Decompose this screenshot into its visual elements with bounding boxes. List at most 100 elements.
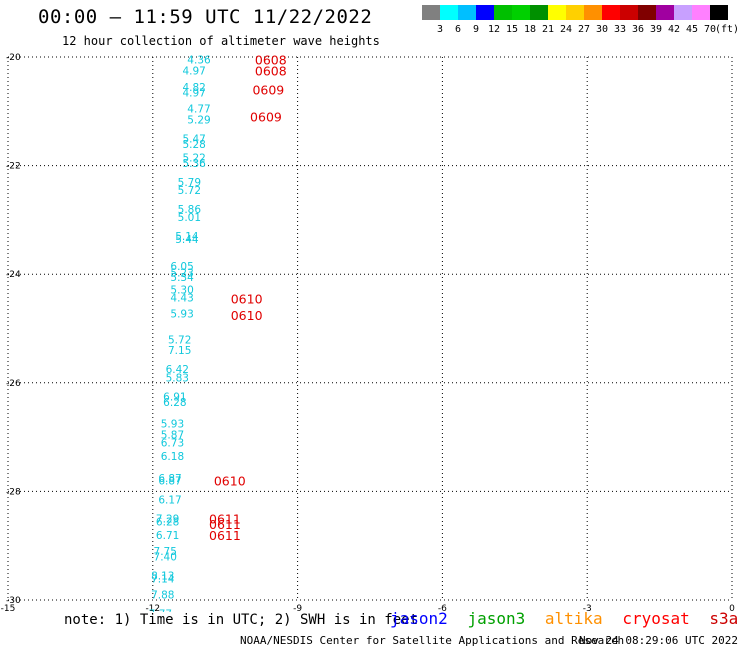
legend-jason2: jason2	[390, 609, 448, 628]
wave-height-label: 5.22	[182, 152, 205, 164]
wave-height-label: 5.34	[170, 272, 194, 284]
wave-height-label: 5.93	[170, 308, 193, 320]
color-scale-swatch	[656, 5, 674, 20]
y-tick-label: -28	[6, 487, 21, 497]
color-scale-label: 9	[472, 24, 480, 35]
wave-height-label: 6.87	[158, 476, 181, 488]
wave-height-label: 6.17	[158, 495, 181, 507]
wave-height-label: 5.86	[178, 204, 202, 216]
map-title: 00:00 – 11:59 UTC 11/22/2022	[38, 6, 373, 28]
color-scale-labels: 3 6 9 12 15 18 21 24 27 30 33 36 39 42 45 70 (ft)	[422, 24, 739, 36]
color-scale-label: 12	[487, 24, 501, 35]
y-tick-label: -26	[6, 379, 21, 389]
wave-height-label: 6.28	[156, 516, 179, 528]
wave-height-label: 5.72	[178, 185, 201, 197]
legend-jason3: jason3	[467, 609, 526, 628]
color-scale-label: 42	[667, 24, 681, 35]
wave-height-label: 5.14	[175, 231, 199, 243]
color-scale-swatch	[512, 5, 530, 20]
pass-time-label: 0611	[209, 528, 241, 543]
color-scale-label: (ft)	[714, 24, 740, 35]
pass-time-label: 0610	[231, 292, 263, 307]
pass-time-label: 0609	[252, 83, 284, 98]
color-scale-swatch	[620, 5, 638, 20]
color-scale-label: 27	[577, 24, 591, 35]
color-scale-label: 39	[649, 24, 663, 35]
wave-height-label: 6.05	[170, 261, 193, 273]
wave-height-label: 7.29	[156, 514, 179, 526]
color-scale-swatch	[494, 5, 512, 20]
x-tick-label: -15	[1, 604, 16, 612]
y-tick-label: -24	[6, 270, 21, 280]
color-scale-swatch	[458, 5, 476, 20]
legend-cryosat: cryosat	[622, 609, 690, 628]
wave-height-color-scale: 3 6 9 12 15 18 21 24 27 30 33 36 39 42 45 70 (ft)	[422, 5, 739, 36]
wave-height-label: 4.43	[170, 293, 193, 305]
color-scale-swatch	[476, 5, 494, 20]
color-scale-swatch	[638, 5, 656, 20]
wave-height-label: 7.14	[151, 573, 175, 585]
map-grid	[7, 56, 733, 601]
wave-height-label: 5.30	[170, 284, 193, 296]
y-tick-label: -20	[6, 53, 21, 63]
wave-height-label: 5.93	[161, 419, 184, 431]
pass-time-label: 0609	[250, 110, 282, 125]
color-scale-label: 45	[685, 24, 699, 35]
wave-height-label: 5.29	[187, 114, 210, 126]
wave-height-label: 5.83	[166, 372, 189, 384]
wave-height-label: 5.44	[175, 234, 199, 246]
wave-height-label: 6.87	[158, 473, 181, 485]
color-scale-label: 30	[595, 24, 609, 35]
x-tick-label: -3	[583, 604, 592, 612]
color-scale-swatch	[440, 5, 458, 20]
color-scale-label: 18	[523, 24, 537, 35]
x-tick-label: 0	[729, 604, 735, 612]
wave-height-label: 4.82	[182, 82, 205, 94]
color-scale-label: 21	[541, 24, 555, 35]
wave-height-label: 4.97	[182, 87, 205, 99]
wave-height-label: 6.28	[163, 397, 186, 409]
color-scale-label: 36	[631, 24, 645, 35]
wave-height-labels: 4.364.974.824.974.775.295.475.285.225.36…	[149, 55, 211, 612]
wave-height-label: 6.73	[161, 438, 184, 450]
color-scale-label: 70	[703, 24, 717, 35]
wave-height-label: 5.36	[182, 158, 206, 170]
wave-height-label: 5.23	[170, 268, 193, 280]
wave-height-label: 5.28	[182, 139, 205, 151]
wave-height-label: 7.77	[149, 609, 172, 612]
x-tick-label: -6	[438, 604, 447, 612]
wave-height-label: 5.47	[182, 133, 205, 145]
color-scale-swatch	[710, 5, 728, 20]
color-scale-swatch	[584, 5, 602, 20]
wave-height-label: 4.77	[187, 104, 210, 116]
color-scale-label: 15	[505, 24, 519, 35]
altimeter-map-plot: -15 -12 -9 -6 -3 0-20-22-24-26-28-30 4.364.97…	[1, 53, 735, 612]
wave-height-label: 7.15	[168, 345, 191, 357]
wave-height-label: 7.88	[151, 590, 174, 602]
map-subtitle: 12 hour collection of altimeter wave hei…	[62, 34, 380, 48]
wave-height-label: 5.87	[161, 429, 184, 441]
pass-time-label: 0608	[255, 64, 287, 79]
color-scale-label: 24	[559, 24, 573, 35]
wave-height-label: 6.18	[161, 451, 184, 463]
color-scale-label: 33	[613, 24, 627, 35]
wave-height-label: 6.71	[156, 530, 179, 542]
color-scale-swatch	[566, 5, 584, 20]
wave-height-label: 4.97	[182, 66, 205, 78]
mission-legend: jason2 jason3 altika cryosat s3a	[390, 609, 740, 628]
legend-s3a: s3a	[709, 609, 739, 628]
wave-height-label: 8.13	[151, 571, 174, 583]
pass-time-label: 0611	[209, 512, 241, 527]
axis-tick-labels: -15 -12 -9 -6 -3 0-20-22-24-26-28-30	[1, 53, 735, 612]
color-scale-label: 6	[454, 24, 462, 35]
pass-time-label: 0608	[255, 53, 287, 68]
y-tick-label: -22	[6, 162, 21, 172]
wave-height-label: 6.91	[163, 391, 186, 403]
wave-height-label: 6.42	[166, 364, 189, 376]
wave-height-label: 5.01	[178, 212, 201, 224]
wave-height-label: 7.75	[154, 546, 177, 558]
x-tick-label: -9	[293, 604, 302, 612]
color-scale-swatch	[602, 5, 620, 20]
generated-timestamp: Nov 24 08:29:06 UTC 2022	[579, 634, 738, 647]
